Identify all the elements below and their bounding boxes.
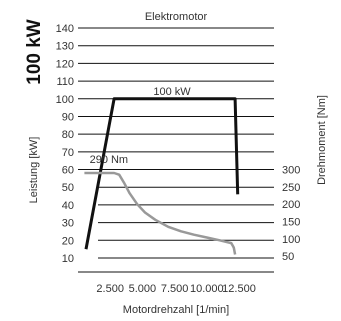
x-tick-label-5000: 5.000: [129, 283, 157, 295]
y-left-tick-label-40: 40: [62, 200, 74, 212]
y-right-tick-label-150: 150: [282, 217, 300, 229]
y-left-tick-label-70: 70: [62, 147, 74, 159]
series-label-drehmoment: 290 Nm: [90, 154, 129, 166]
y-right-tick-label-300: 300: [282, 165, 300, 177]
x-tick-label-10000: 10.000: [190, 283, 224, 295]
y-left-tick-label-10: 10: [62, 253, 74, 265]
side-title: 100 kW: [24, 19, 45, 85]
y-right-tick-label-250: 250: [282, 182, 300, 194]
y-left-tick-label-90: 90: [62, 111, 74, 123]
x-tick-label-2500: 2.500: [96, 283, 124, 295]
y-right-axis-title: Drehmoment [Nm]: [316, 95, 328, 185]
series-label-leistung: 100 kW: [153, 86, 191, 98]
y-left-tick-label-30: 30: [62, 218, 74, 230]
y-left-tick-label-50: 50: [62, 182, 74, 194]
y-right-tick-label-200: 200: [282, 199, 300, 211]
y-left-tick-label-20: 20: [62, 235, 74, 247]
y-left-axis-title: Leistung [kW]: [28, 137, 40, 204]
y-left-tick-label-60: 60: [62, 165, 74, 177]
y-left-tick-label-110: 110: [56, 76, 74, 88]
y-right-tick-label-50: 50: [282, 251, 294, 263]
y-right-tick-label-100: 100: [282, 234, 300, 246]
x-axis-title: Motordrehzahl [1/min]: [123, 304, 229, 316]
y-left-tick-label-140: 140: [56, 23, 74, 35]
chart-title: Elektromotor: [145, 11, 208, 23]
y-left-tick-label-100: 100: [56, 94, 74, 106]
y-left-tick-label-130: 130: [56, 41, 74, 53]
x-tick-label-12500: 12.500: [222, 283, 256, 295]
series-line-drehmoment: [84, 171, 237, 255]
x-tick-label-7500: 7.500: [161, 283, 189, 295]
y-left-tick-label-80: 80: [62, 129, 74, 141]
y-left-tick-label-120: 120: [56, 58, 74, 70]
